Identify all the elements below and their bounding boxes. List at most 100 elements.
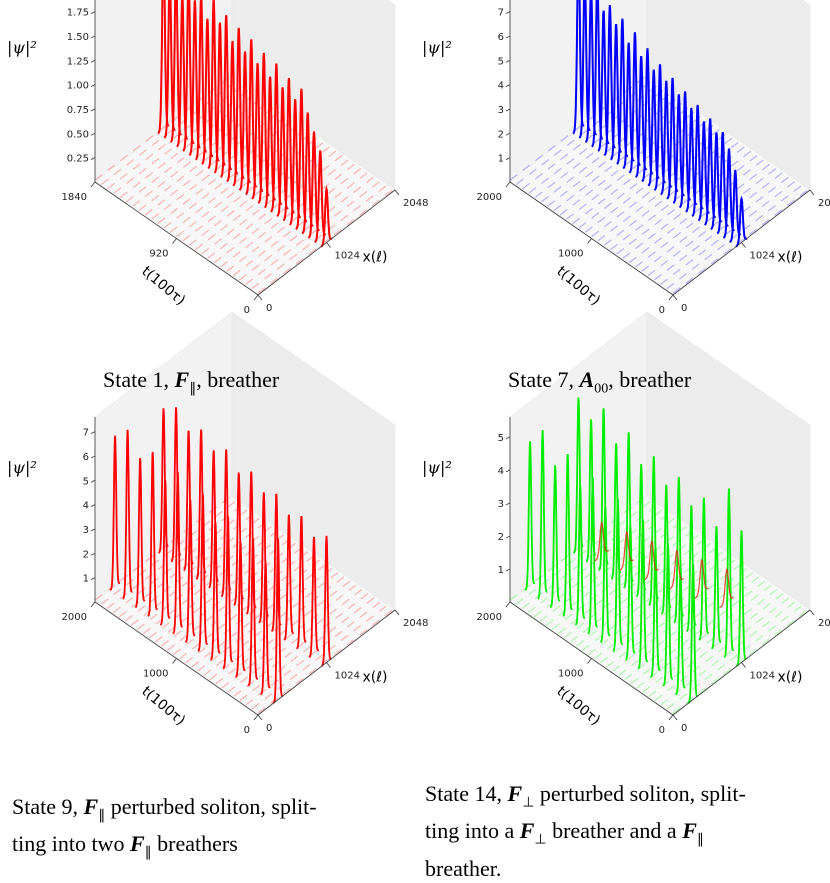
breather-peak-b [270,493,282,632]
breather-peak-b [598,408,609,572]
x-tick-label: 2048 [403,618,428,629]
ripple-trail [534,92,673,198]
ripple-trail [112,507,251,614]
ripple-trail [672,187,811,294]
ripple-trail [188,139,327,246]
z-tick-label: 1.50 [67,32,89,43]
t-tick-mark [587,658,592,664]
ripple-trail [616,148,754,255]
t-tick-mark [172,658,177,664]
breather-peak-b [685,505,697,632]
caption-subscript-3: ∥ [696,832,704,848]
caption-tail: , breather [608,367,692,392]
caption-symbol: F [507,781,523,806]
ripple-trail [238,174,377,281]
breather-peak-a [549,465,561,609]
z-tick-mark [90,504,96,507]
z-tick-label: 1 [498,565,504,576]
ripple-trail [100,498,239,605]
caption-state-label: State 7, [508,367,574,392]
t-tick-label: 2000 [477,192,502,203]
ripple-trail [245,179,383,285]
x-axis-label: x(ℓ) [778,249,803,265]
breather-peak-b [736,530,747,667]
z-tick-mark [505,59,511,63]
ripple-trail [660,179,798,285]
caption-line2: ting into two [12,831,130,857]
caption-symbol: A [579,367,595,392]
panel-state-7: 0 1024 2048 0 1000 2000 1 2 3 4 5 6 7 x(ℓ) t(100τ) |ψ|² [415,0,830,330]
x-tick-mark [394,189,400,196]
ripple-trail [522,83,660,190]
waterfall-plot-state-14: 0 1024 2048 0 1000 2000 1 2 3 4 5 x(ℓ) t(100τ) |ψ|² [422,311,830,736]
breather-peak-b [585,419,597,563]
t-tick-mark [172,238,177,244]
ripple-trail [107,83,245,190]
z-tick-mark [90,35,96,39]
ripple-trail [527,507,666,614]
secondary-ripple [694,558,710,599]
ripple-trail [533,511,672,618]
caption-state-1: State 1, F∥, breather [103,366,279,403]
caption-state-14: State 14, F⊥ perturbed soliton, split- t… [425,780,825,883]
breather-peak-b [295,515,307,650]
z-tick-label: 0.75 [67,105,89,116]
t-tick-mark [505,181,511,188]
z-tick-label: 5 [498,433,504,444]
breather-peak-b [623,432,634,589]
floor-pane [95,77,395,295]
z-tick-label: 1.00 [67,81,89,92]
t-tick-mark [90,601,96,608]
z-tick-label: 4 [498,466,504,477]
breather-peak-a [537,430,548,600]
secondary-ripple [719,568,735,609]
waterfall-plot-state-1: 0 1024 2048 0 920 1840 0.25 0.50 0.75 1.00 1.25 1.5… [7,0,428,316]
panel-state-1: 0 1024 2048 0 920 1840 0.25 0.50 0.75 1.00 1.25 1.5… [0,0,428,330]
z-tick-label: 6 [83,452,89,463]
ripple-trail [540,96,679,203]
z-tick-mark [90,552,96,556]
z-tick-mark [90,577,96,581]
x-tick-label: 0 [266,723,272,734]
breather-peak-b [610,443,622,580]
t-tick-mark [668,714,674,721]
z-tick-mark [90,11,96,14]
z-tick-mark [505,132,511,136]
caption-subscript: ⊥ [522,795,535,811]
caption-state-label: State 9, [12,794,78,819]
ripple-trail [94,74,233,181]
ripple-trail [251,603,390,710]
breather-peak-a [147,451,158,617]
breather-peak-b [170,407,182,563]
breather-peak-a [109,435,121,591]
x-tick-label: 0 [681,303,687,314]
back-pane-x [646,0,811,191]
caption-tail: , breather [196,367,280,392]
breather-peak-b [283,514,295,641]
t-tick-mark [253,714,259,721]
ripple-trail [136,523,275,630]
ripple-trail [251,183,390,290]
z-tick-label: 4 [498,81,504,92]
z-axis-label: |ψ|² [7,458,37,477]
back-pane-x [231,311,396,611]
ripple-trail [641,165,780,272]
z-tick-mark [505,469,511,473]
t-tick-label: 0 [659,725,665,736]
t-tick-label: 1000 [558,669,583,680]
ripple-trail [642,586,781,693]
ripple-trail [151,113,289,220]
breather-peak-b [183,430,194,572]
x-tick-mark [257,714,263,721]
z-tick-label: 2 [498,129,504,140]
caption-line1: perturbed soliton, split- [534,781,746,806]
ripple-trail [182,135,321,242]
ripple-trail [563,532,702,639]
ripple-trail [609,144,748,251]
z-tick-label: 1 [498,154,504,165]
caption-line3: breather. [425,855,502,881]
ripple-trail [132,100,270,207]
breather-peak-b [245,471,257,615]
secondary-ripple [619,530,634,571]
ripple-trail [118,511,257,618]
